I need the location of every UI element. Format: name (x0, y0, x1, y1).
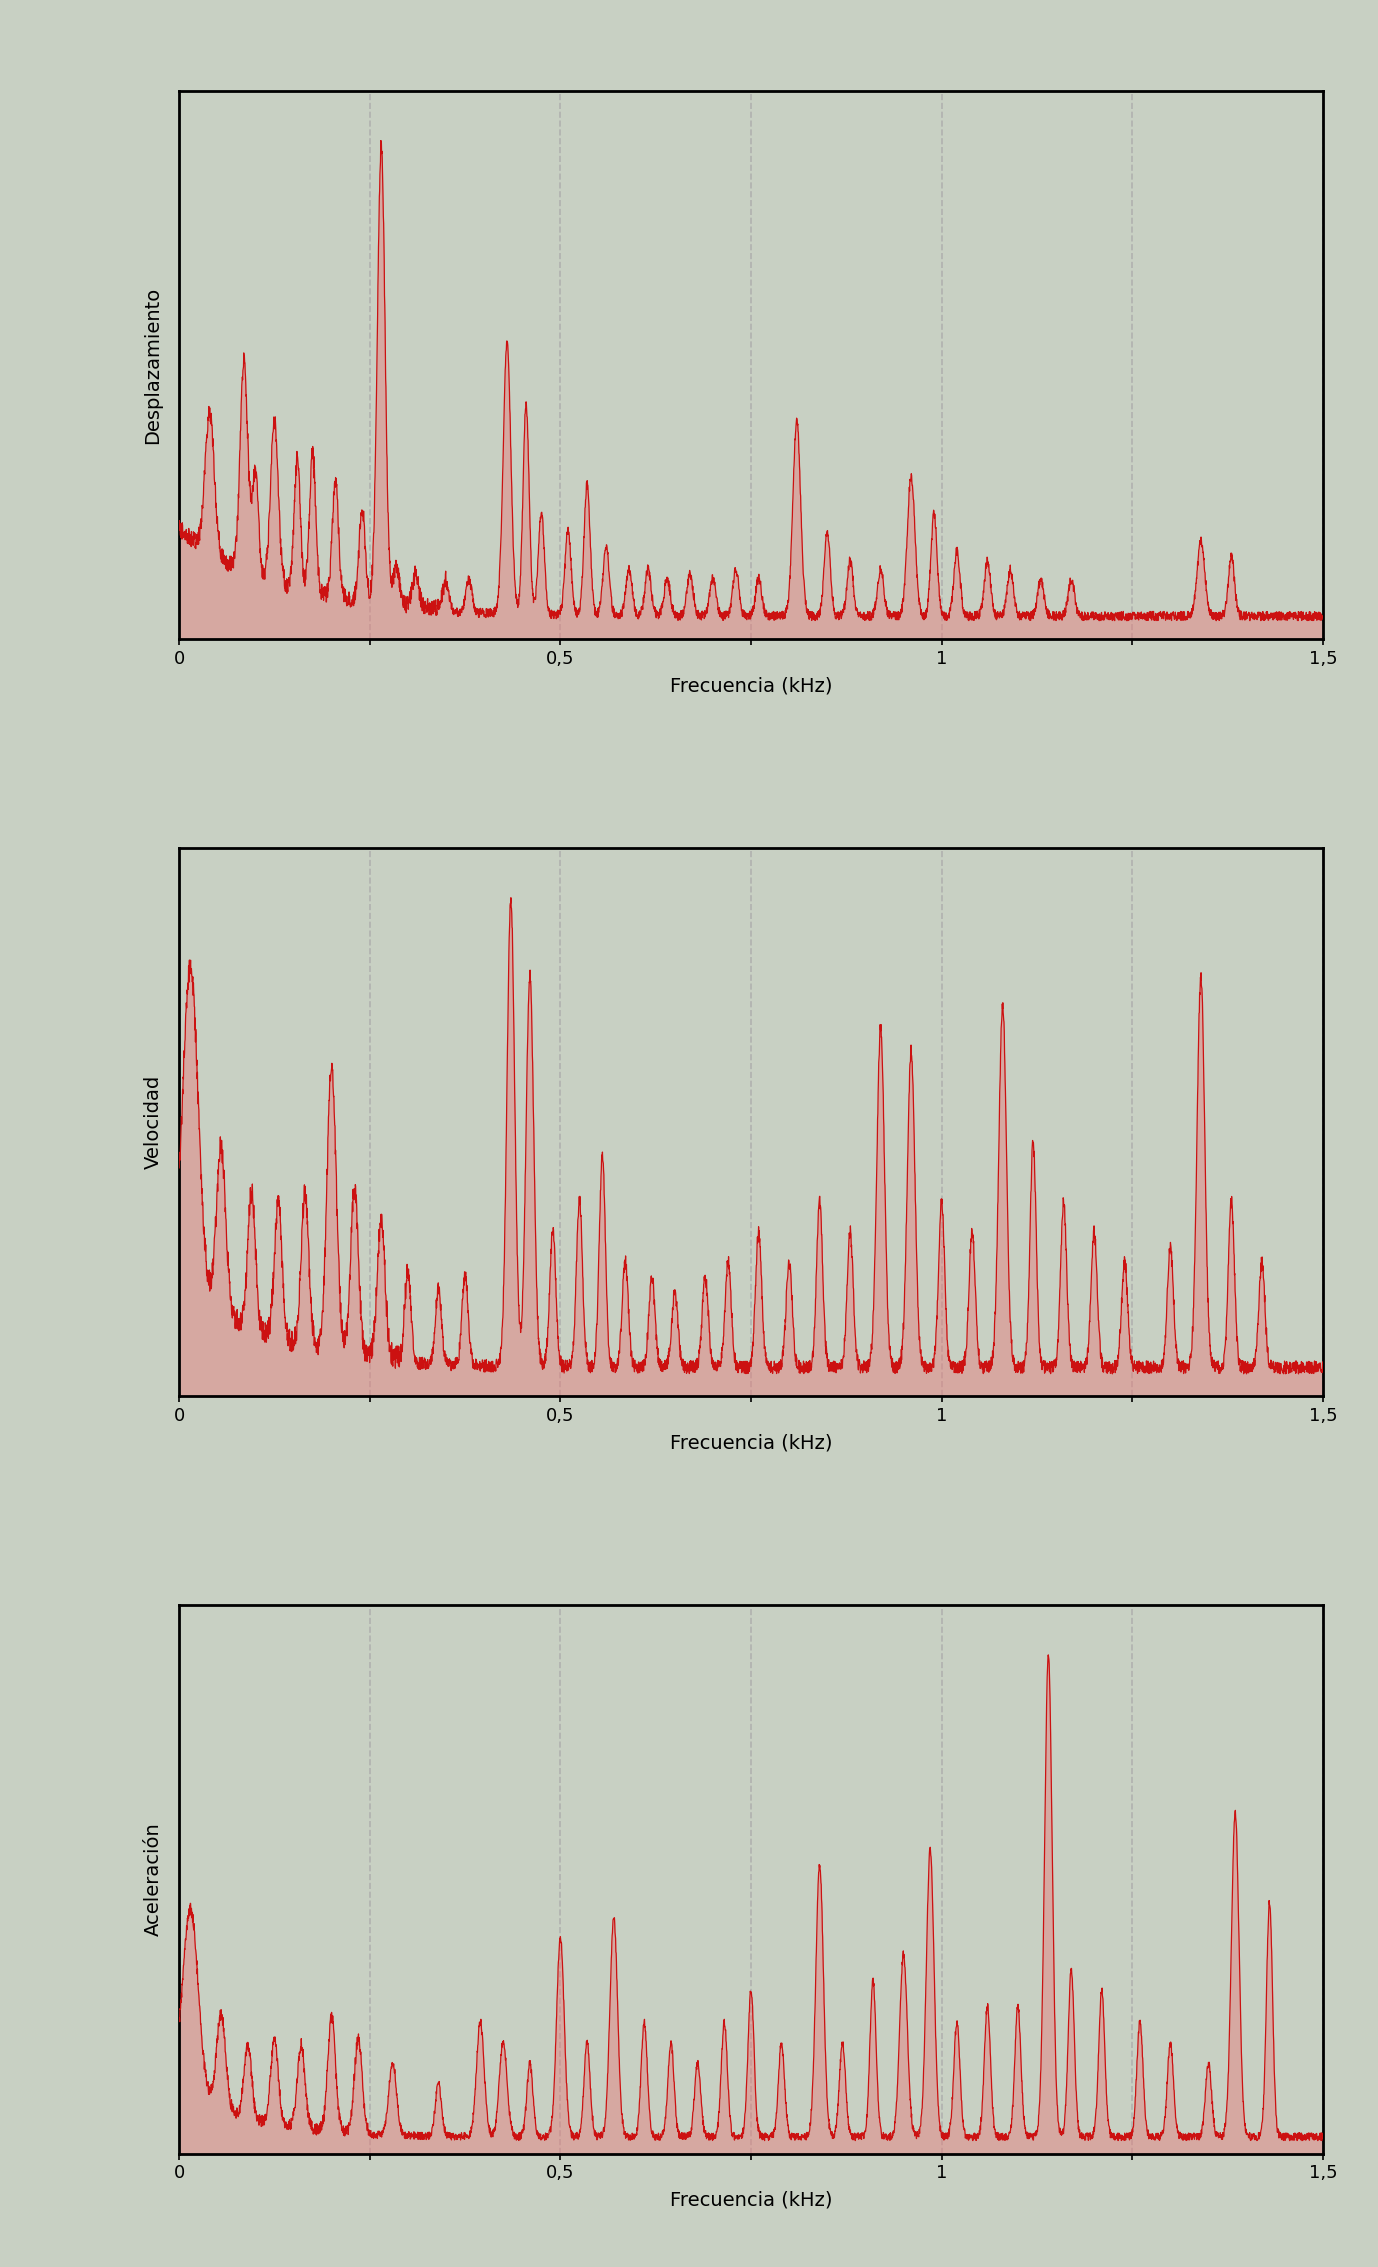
Y-axis label: Desplazamiento: Desplazamiento (143, 286, 163, 444)
Y-axis label: Velocidad: Velocidad (143, 1075, 163, 1170)
X-axis label: Frecuencia (kHz): Frecuencia (kHz) (670, 676, 832, 696)
Y-axis label: Aceleración: Aceleración (143, 1823, 163, 1936)
X-axis label: Frecuencia (kHz): Frecuencia (kHz) (670, 2190, 832, 2210)
X-axis label: Frecuencia (kHz): Frecuencia (kHz) (670, 1433, 832, 1453)
